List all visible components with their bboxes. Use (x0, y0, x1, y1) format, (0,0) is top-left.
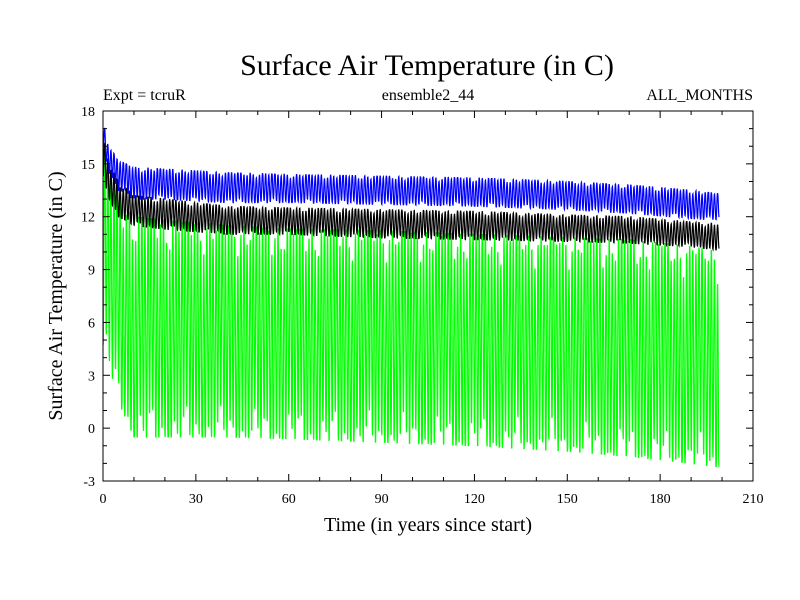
y-tick-label: 15 (81, 158, 95, 173)
series-line-3 (102, 127, 720, 221)
x-tick-label: 180 (650, 492, 671, 507)
x-tick-label: 150 (557, 492, 578, 507)
y-tick-label: 12 (81, 211, 95, 226)
series-line-2 (102, 142, 720, 252)
y-tick-label: 18 (81, 105, 95, 120)
y-axis-label: Surface Air Temperature (in C) (45, 171, 67, 420)
subtitle-left: Expt = tcruR (103, 87, 186, 104)
x-tick-label: 120 (464, 492, 485, 507)
y-tick-label: 9 (88, 264, 95, 279)
chart-title: Surface Air Temperature (in C) (240, 49, 614, 82)
x-tick-label: 0 (100, 492, 107, 507)
series-line-1 (102, 152, 720, 468)
x-tick-label: 90 (375, 492, 389, 507)
subtitle-center: ensemble2_44 (382, 87, 474, 104)
x-tick-label: 210 (743, 492, 764, 507)
y-tick-label: 6 (88, 316, 95, 331)
x-tick-label: 60 (282, 492, 296, 507)
x-tick-label: 30 (189, 492, 203, 507)
plot-data (102, 127, 720, 468)
plot-frame (102, 110, 754, 482)
x-axis-label: Time (in years since start) (324, 514, 532, 536)
y-tick-label: 0 (88, 422, 95, 437)
x-axis: 0 30 60 90 120 150 180 210 (100, 111, 764, 507)
subtitle-right: ALL_MONTHS (646, 87, 753, 104)
y-axis: 18 15 12 9 6 3 0 -3 (81, 105, 753, 490)
y-tick-label: 3 (88, 369, 95, 384)
y-tick-label: -3 (83, 475, 95, 490)
